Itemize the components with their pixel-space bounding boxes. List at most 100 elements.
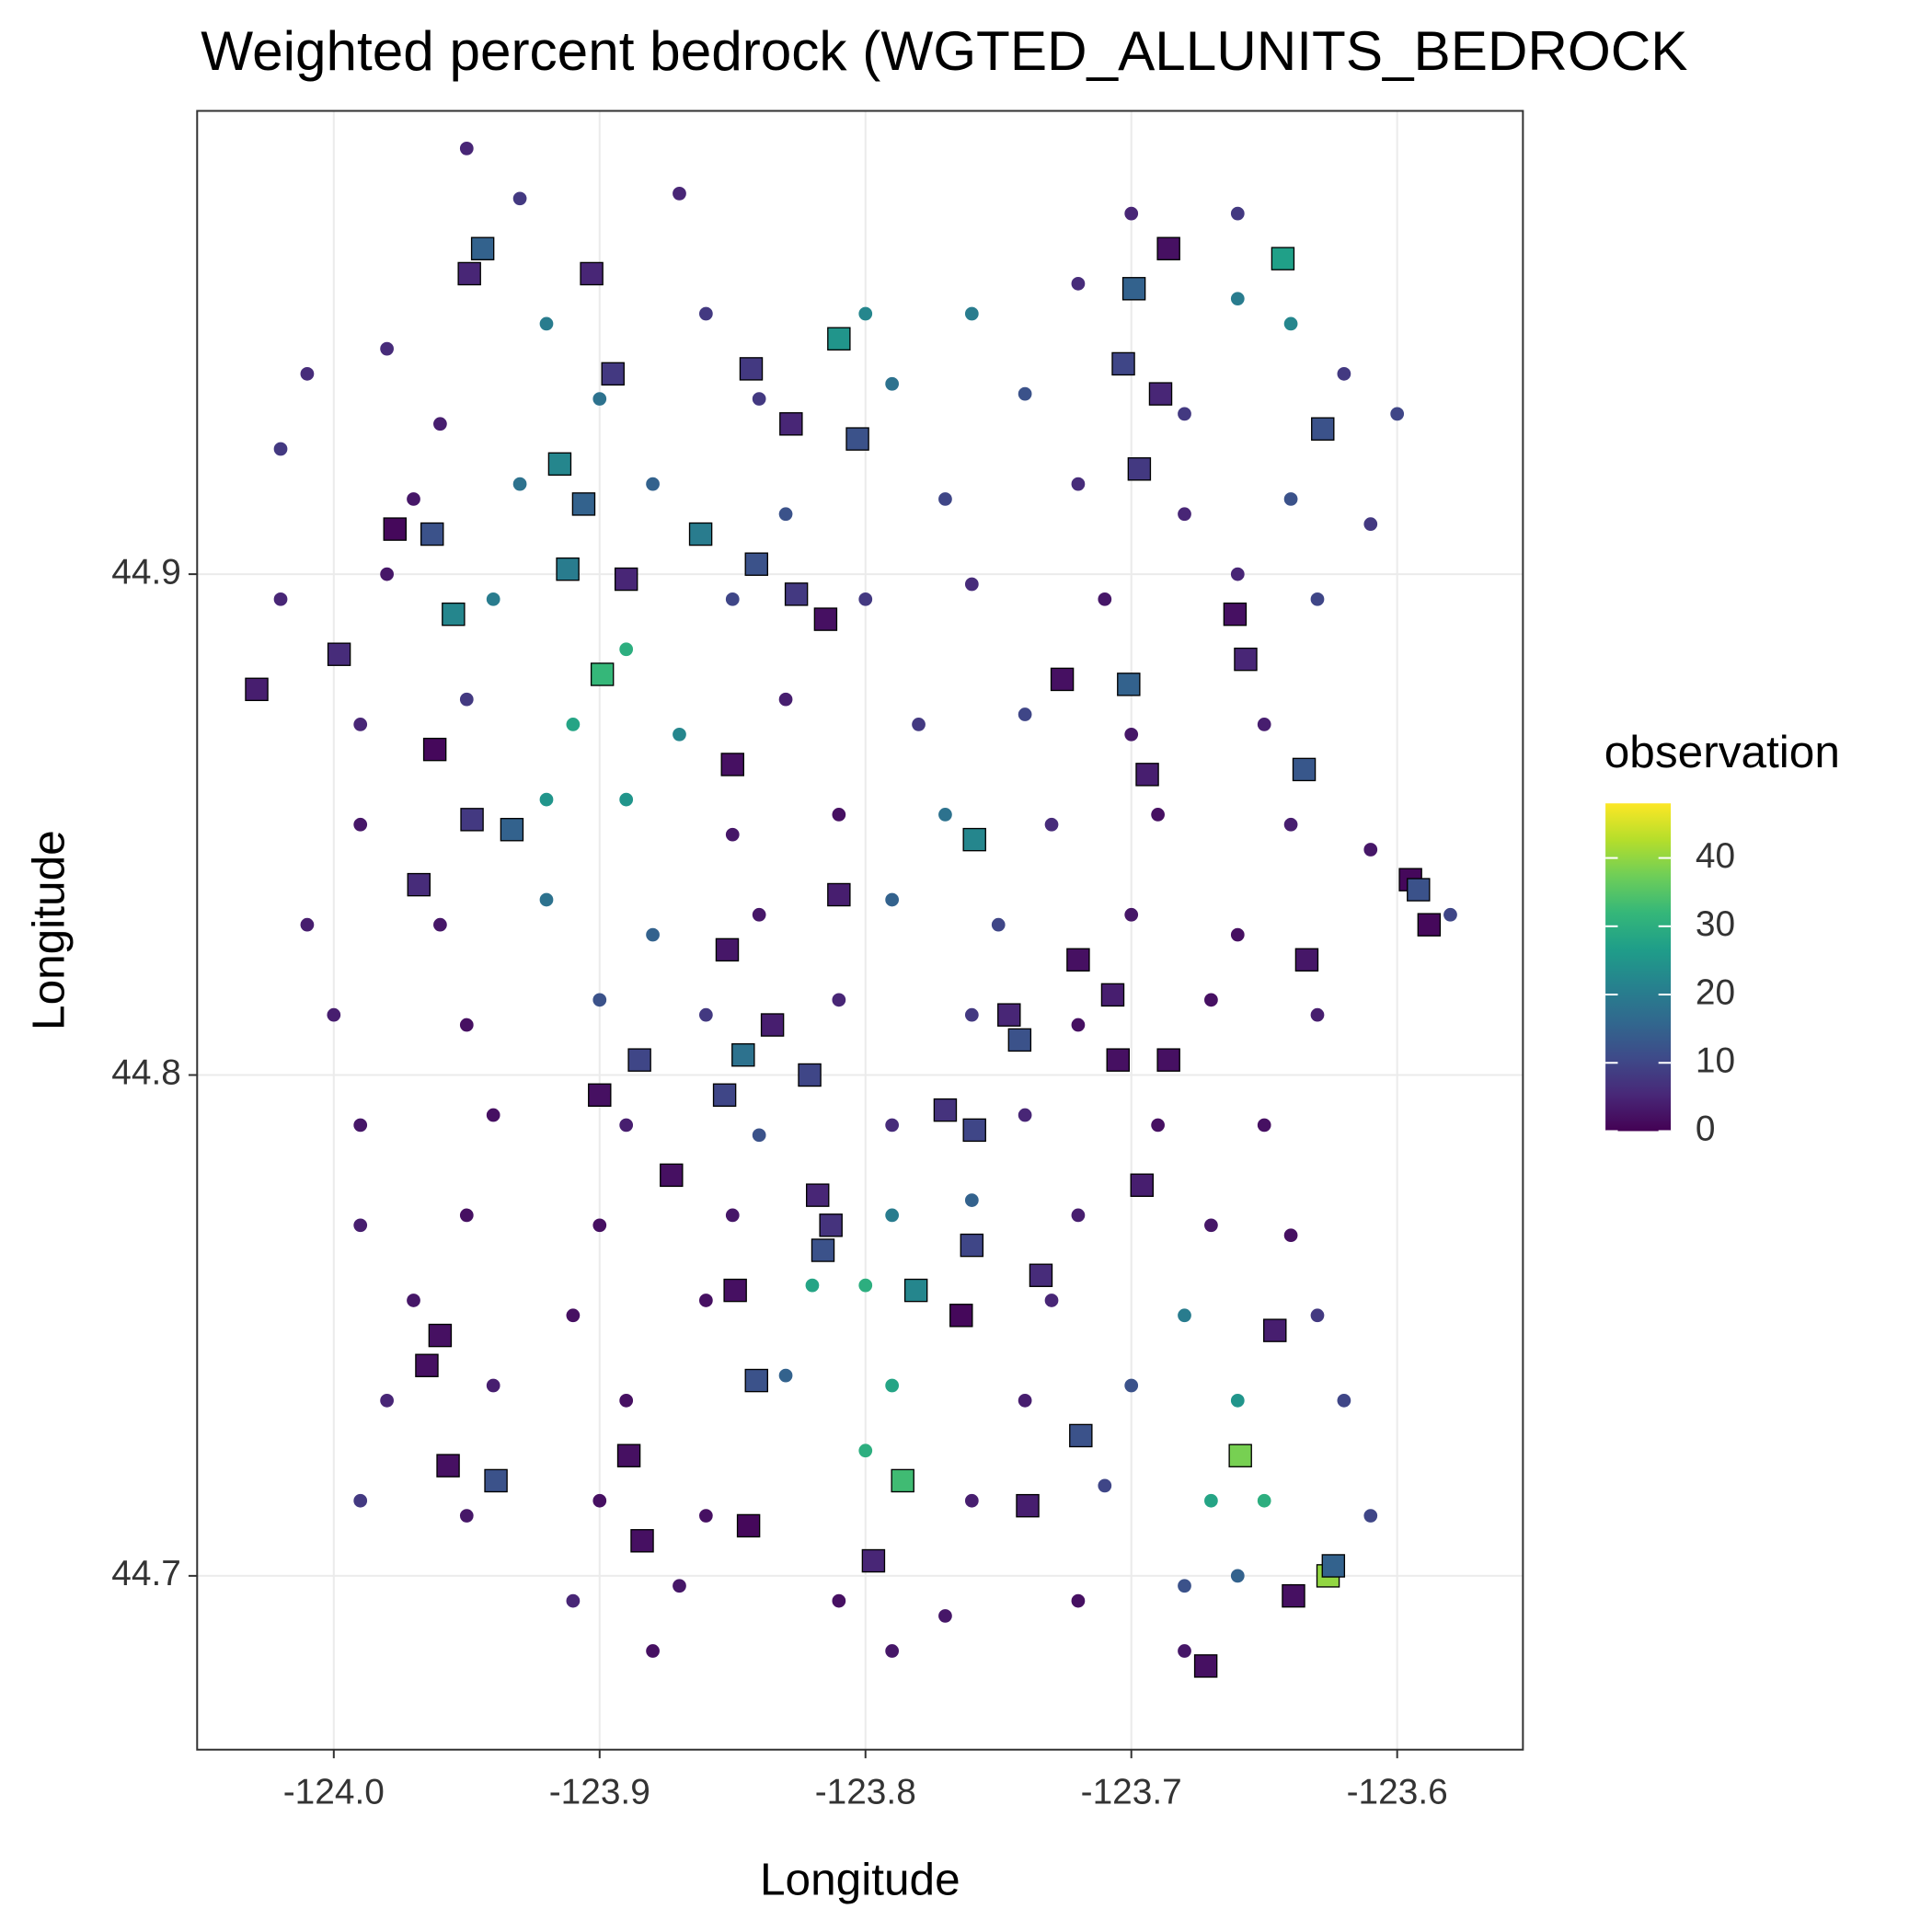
circle-point <box>885 892 900 907</box>
circle-point <box>646 927 660 942</box>
square-point <box>1135 763 1159 787</box>
circle-point <box>380 341 394 356</box>
circle-point <box>885 376 900 391</box>
square-point <box>903 1278 928 1303</box>
circle-point <box>1151 808 1165 822</box>
circle-point <box>885 1118 900 1133</box>
square-point <box>1111 351 1135 376</box>
circle-point <box>1230 292 1245 306</box>
circle-point <box>273 442 288 456</box>
square-point <box>819 1213 843 1237</box>
circle-point <box>1204 1218 1218 1233</box>
circle-point <box>1071 477 1086 491</box>
circle-point <box>858 592 873 606</box>
x-tick-label: -123.9 <box>549 1772 650 1811</box>
square-point <box>1156 236 1180 260</box>
square-point <box>736 1513 761 1538</box>
circle-point <box>778 692 793 707</box>
circle-point <box>725 827 740 842</box>
circle-point <box>1230 567 1245 581</box>
square-point <box>1193 1654 1218 1678</box>
square-point <box>571 492 596 516</box>
square-point <box>1234 647 1258 672</box>
x-axis-label: Longitude <box>760 1854 960 1905</box>
square-point <box>1007 1028 1032 1052</box>
square-point <box>588 1083 612 1107</box>
panel-border <box>196 109 1524 1751</box>
x-tick-label: -124.0 <box>283 1772 385 1811</box>
circle-point <box>646 477 660 491</box>
circle-point <box>1071 276 1086 291</box>
square-point <box>420 522 444 546</box>
circle-point <box>353 817 368 832</box>
square-point <box>861 1548 886 1573</box>
circle-point <box>1443 907 1457 922</box>
circle-point <box>964 306 979 321</box>
square-point <box>383 517 407 541</box>
circle-point <box>619 1393 634 1408</box>
circle-point <box>1071 1208 1086 1223</box>
circle-point <box>885 1208 900 1223</box>
square-point <box>547 452 572 477</box>
square-point <box>720 753 744 776</box>
circle-point <box>1018 386 1032 401</box>
square-point <box>960 1233 984 1258</box>
square-point <box>616 1443 641 1467</box>
circle-point <box>698 1294 713 1307</box>
colorbar-tick-label: 0 <box>1696 1110 1716 1149</box>
circle-point <box>991 917 1006 932</box>
circle-point <box>1178 1644 1191 1658</box>
circle-point <box>1098 1478 1112 1493</box>
square-point <box>436 1454 460 1478</box>
square-point <box>660 1163 684 1188</box>
square-point <box>460 808 484 832</box>
circle-point <box>512 477 527 491</box>
square-point <box>1066 948 1090 972</box>
plot-panel <box>197 110 1524 1750</box>
circle-point <box>353 718 368 731</box>
circle-point <box>858 1443 873 1458</box>
square-point <box>442 602 466 627</box>
square-point <box>1069 1423 1093 1448</box>
x-tick-label: -123.8 <box>815 1772 916 1811</box>
circle-point <box>778 1368 793 1383</box>
square-point <box>827 327 851 351</box>
circle-point <box>1071 1018 1086 1032</box>
circle-point <box>1044 817 1059 832</box>
square-point <box>1148 382 1173 406</box>
circle-point <box>1098 592 1112 606</box>
square-point <box>962 827 986 852</box>
square-point <box>1127 457 1152 481</box>
square-point <box>811 1238 835 1262</box>
circle-point <box>1071 1593 1086 1608</box>
y-axis-label: Longitude <box>22 830 74 1030</box>
square-point <box>1223 602 1248 627</box>
circle-point <box>778 507 793 522</box>
square-point <box>1417 913 1442 937</box>
circle-point <box>486 592 500 606</box>
circle-point <box>832 808 846 822</box>
square-point <box>1407 878 1431 902</box>
circle-point <box>964 577 979 592</box>
square-point <box>601 362 625 386</box>
circle-point <box>1178 1579 1191 1593</box>
square-point <box>949 1304 973 1328</box>
circle-point <box>592 1493 607 1508</box>
circle-point <box>459 1208 474 1223</box>
square-point <box>784 582 809 606</box>
circle-point <box>1230 206 1245 221</box>
circle-point <box>1363 843 1378 857</box>
circle-point <box>698 1007 713 1022</box>
square-point <box>415 1353 439 1377</box>
square-point <box>997 1003 1021 1027</box>
circle-point <box>619 642 634 657</box>
square-point <box>484 1468 508 1493</box>
square-point <box>933 1098 958 1122</box>
square-point <box>806 1183 830 1207</box>
circle-point <box>486 1108 500 1122</box>
circle-point <box>539 892 554 907</box>
circle-point <box>407 1294 420 1307</box>
square-point <box>1321 1554 1346 1578</box>
circle-point <box>725 1208 740 1223</box>
